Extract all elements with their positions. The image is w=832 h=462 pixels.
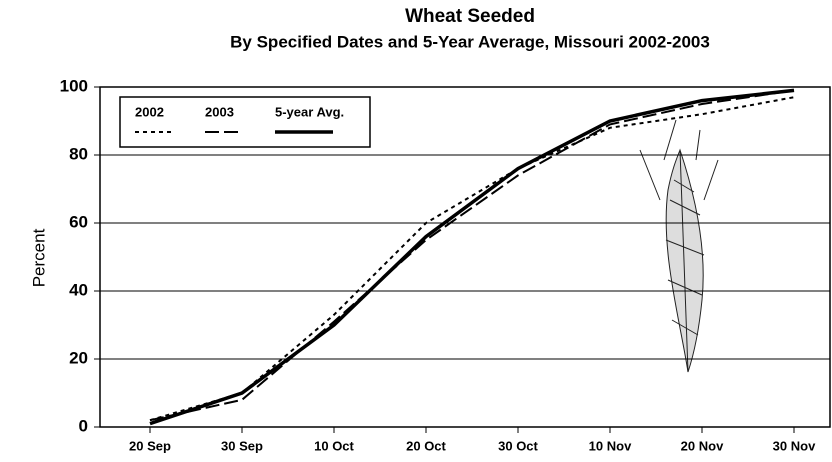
y-tick-label: 0 [79, 416, 88, 435]
legend-label: 5-year Avg. [275, 104, 344, 119]
y-tick-label: 80 [69, 144, 88, 163]
wheat-illustration [639, 119, 719, 373]
legend-label: 2003 [205, 104, 234, 119]
legend: 2002 2003 5-year Avg. [119, 96, 371, 148]
x-tick-label: 10 Nov [589, 438, 632, 453]
legend-box [119, 96, 371, 148]
series-line [149, 88, 795, 426]
y-tick-label: 100 [60, 76, 88, 95]
series-line [149, 89, 795, 422]
y-tick-label: 20 [69, 348, 88, 367]
x-tick-label: 20 Sep [129, 438, 171, 453]
x-tick-label: 30 Oct [498, 438, 538, 453]
x-tick-label: 20 Nov [681, 438, 724, 453]
chart-title: Wheat Seeded [405, 6, 535, 27]
y-axis-label: Percent [29, 228, 48, 287]
y-tick-label: 40 [69, 280, 88, 299]
y-tick-label: 60 [69, 212, 88, 231]
x-tick-label: 10 Oct [314, 438, 354, 453]
legend-label: 2002 [135, 104, 164, 119]
x-tick-label: 30 Sep [221, 438, 263, 453]
chart-subtitle: By Specified Dates and 5-Year Average, M… [230, 32, 710, 51]
series-line [149, 96, 795, 422]
x-tick-label: 30 Nov [773, 438, 816, 453]
plot-frame [99, 86, 831, 428]
x-tick-label: 20 Oct [406, 438, 446, 453]
